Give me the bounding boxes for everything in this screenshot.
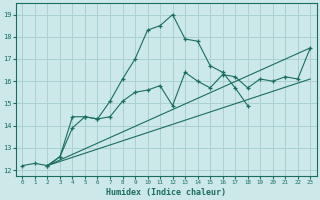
X-axis label: Humidex (Indice chaleur): Humidex (Indice chaleur) [106,188,226,197]
